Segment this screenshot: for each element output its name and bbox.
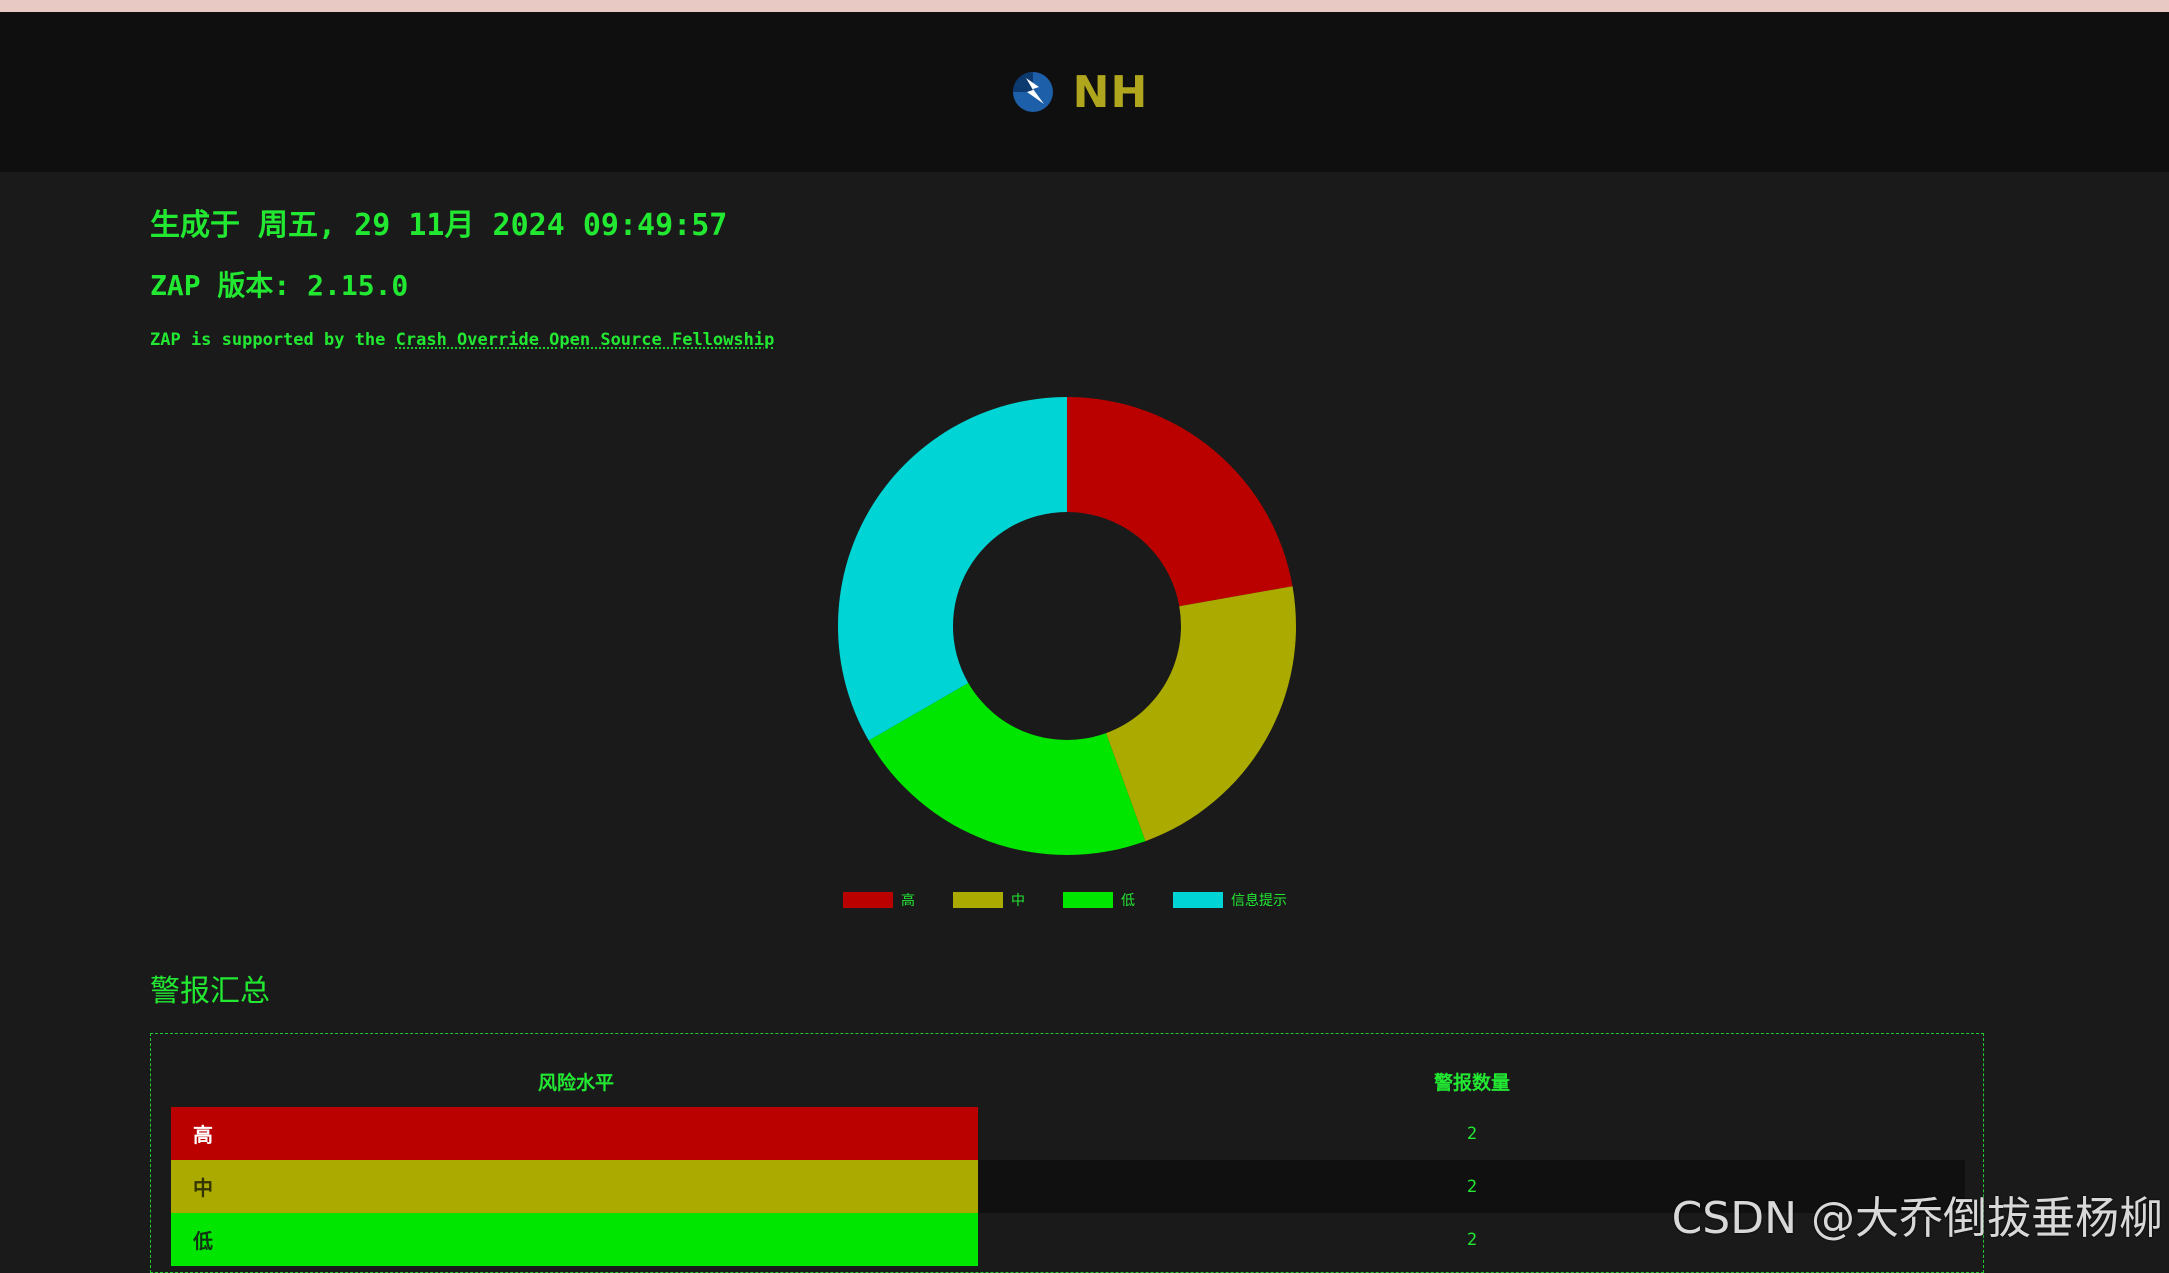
alert-count-cell: 2 bbox=[1466, 1176, 1478, 1197]
legend-swatch bbox=[1173, 892, 1223, 908]
alert-count-cell: 2 bbox=[1466, 1229, 1478, 1250]
alert-summary-heading: 警报汇总 bbox=[150, 974, 270, 1009]
legend-label: 信息提示 bbox=[1231, 892, 1287, 909]
support-prefix: ZAP is supported by the bbox=[150, 330, 396, 350]
risk-level-cell: 高 bbox=[171, 1107, 978, 1160]
zap-lightning-logo-icon bbox=[1012, 72, 1053, 112]
legend-swatch bbox=[1063, 892, 1113, 908]
zap-version: ZAP 版本: 2.15.0 bbox=[150, 269, 409, 302]
doughnut-slice-0[interactable] bbox=[1067, 397, 1293, 607]
alert-count-cell: 2 bbox=[1466, 1123, 1478, 1144]
top-accent-bar bbox=[0, 0, 2169, 12]
risk-doughnut-chart: 高 中 低 信息提示 bbox=[838, 397, 1296, 909]
risk-level-cell: 中 bbox=[171, 1160, 978, 1213]
legend-swatch bbox=[843, 892, 893, 908]
legend-item-3[interactable]: 信息提示 bbox=[1173, 892, 1287, 909]
fellowship-link[interactable]: Crash Override Open Source Fellowship bbox=[395, 330, 775, 350]
watermark: CSDN @大乔倒拔垂杨柳 bbox=[1671, 1193, 2163, 1244]
header-alert-count: 警报数量 bbox=[1433, 1072, 1511, 1094]
legend-label: 中 bbox=[1011, 893, 1025, 909]
legend-label: 高 bbox=[901, 892, 915, 909]
report-title: NH bbox=[1072, 66, 1149, 118]
table-header: 风险水平 警报数量 bbox=[151, 1068, 1983, 1098]
legend-swatch bbox=[953, 892, 1003, 908]
generated-timestamp: 生成于 周五, 29 11月 2024 09:49:57 bbox=[150, 208, 728, 243]
doughnut-slice-3[interactable] bbox=[838, 397, 1067, 741]
legend-item-0[interactable]: 高 bbox=[843, 892, 915, 909]
support-notice: ZAP is supported by the Crash Override O… bbox=[150, 330, 774, 350]
doughnut-slice-2[interactable] bbox=[868, 683, 1146, 856]
legend-item-2[interactable]: 低 bbox=[1063, 892, 1135, 909]
doughnut-slice-1[interactable] bbox=[1105, 586, 1296, 842]
legend-label: 低 bbox=[1121, 893, 1135, 909]
report-header: NH bbox=[0, 12, 2169, 172]
risk-level-cell: 低 bbox=[171, 1213, 978, 1266]
header-risk-level: 风险水平 bbox=[537, 1072, 615, 1094]
legend-item-1[interactable]: 中 bbox=[953, 892, 1025, 909]
